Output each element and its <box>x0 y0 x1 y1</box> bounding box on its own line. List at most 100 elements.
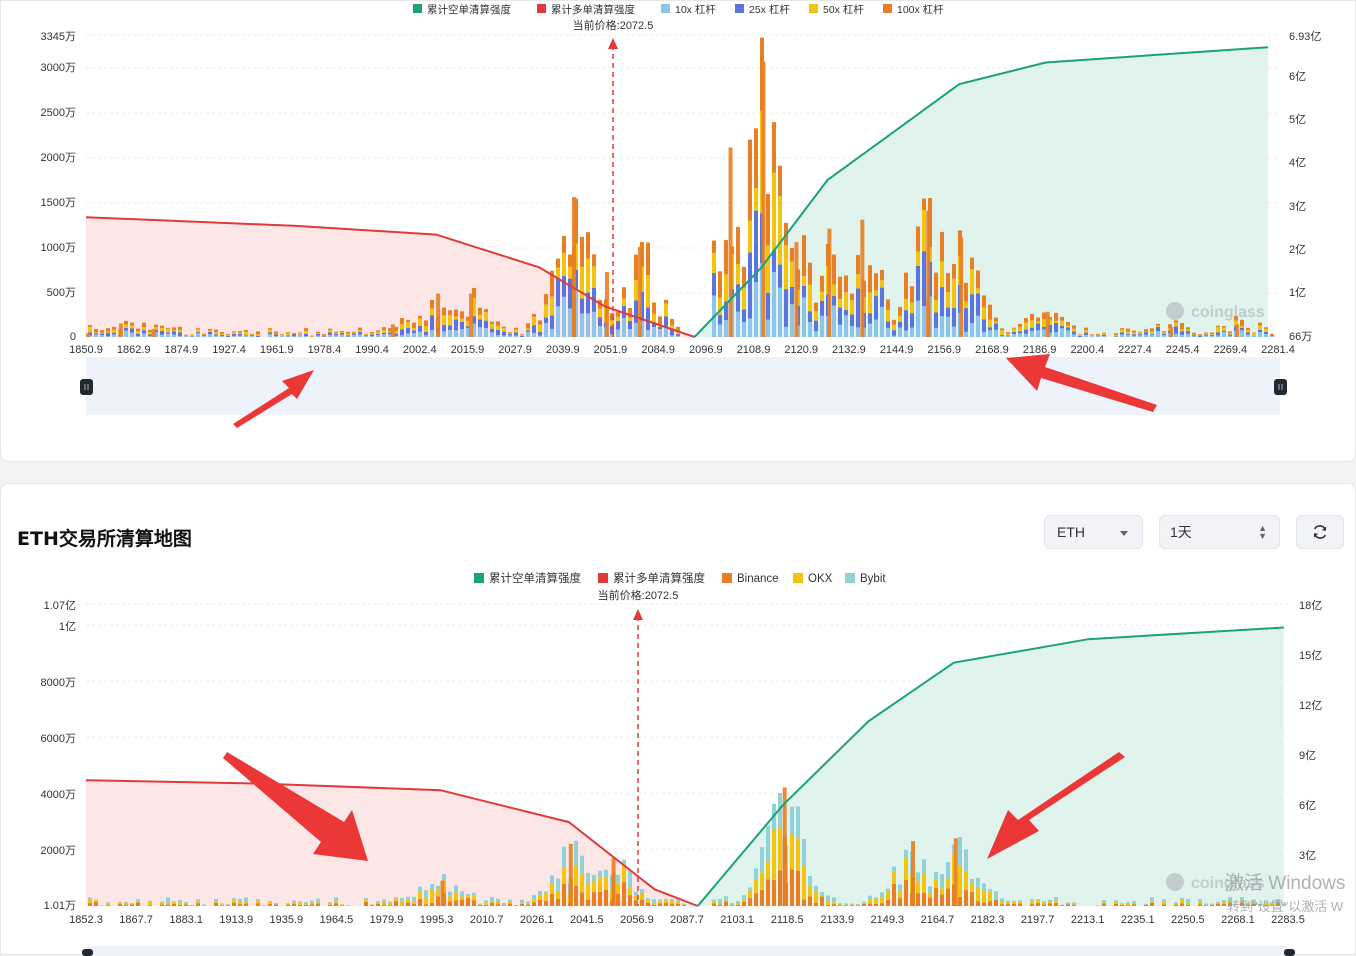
liquidation-bar <box>1144 334 1148 337</box>
liquidation-peak-bar <box>572 197 577 337</box>
liquidation-bar <box>742 899 746 902</box>
liquidation-bar <box>976 877 980 887</box>
liquidation-bar <box>124 330 128 337</box>
bottom-long-liquidation-area <box>86 780 698 906</box>
liquidation-bar <box>664 303 668 317</box>
liquidation-bar <box>214 332 218 335</box>
liquidation-bar <box>946 307 950 317</box>
bottom-legend-short[interactable]: 累计空单清算强度 <box>489 571 581 585</box>
liquidation-bar <box>604 890 608 906</box>
liquidation-bar <box>352 333 356 335</box>
liquidation-bar <box>574 865 578 886</box>
liquidation-bar <box>946 888 950 906</box>
liquidation-bar <box>196 329 200 333</box>
refresh-button[interactable] <box>1296 515 1344 549</box>
top-legend-10x[interactable]: 10x 杠杆 <box>675 3 716 16</box>
liquidation-bar <box>1048 332 1052 337</box>
liquidation-bar <box>388 902 392 906</box>
liquidation-bar <box>1000 330 1004 335</box>
liquidation-bar <box>856 255 860 275</box>
coin-select[interactable]: ETH <box>1044 515 1143 549</box>
liquidation-bar <box>898 884 902 891</box>
liquidation-bar <box>1144 904 1148 906</box>
top-legend-long[interactable]: 累计多单清算强度 <box>551 3 635 16</box>
liquidation-bar <box>1258 329 1262 332</box>
liquidation-bar <box>904 856 908 880</box>
liquidation-peak-bar <box>86 333 90 337</box>
bottom-range-slider-left-handle[interactable] <box>82 949 93 956</box>
liquidation-bar <box>1018 333 1022 337</box>
liquidation-bar <box>1042 319 1046 327</box>
liquidation-bar <box>1090 334 1094 337</box>
liquidation-bar <box>1228 331 1232 334</box>
liquidation-bar <box>622 881 626 906</box>
liquidation-bar <box>766 319 770 337</box>
liquidation-bar <box>268 329 272 333</box>
bottom-range-slider-right-handle[interactable] <box>1284 949 1295 956</box>
liquidation-bar <box>550 893 554 906</box>
top-legend-50x[interactable]: 50x 杠杆 <box>823 3 864 16</box>
x-tick-label: 2133.9 <box>820 914 854 926</box>
liquidation-bar <box>550 315 554 329</box>
x-tick-label: 1852.3 <box>69 914 103 926</box>
liquidation-bar <box>1222 330 1226 333</box>
liquidation-bar <box>484 309 488 313</box>
liquidation-bar <box>1000 335 1004 337</box>
bottom-legend-bybit[interactable]: Bybit <box>860 573 886 585</box>
liquidation-bar <box>1066 330 1070 337</box>
liquidation-bar <box>664 299 668 304</box>
top-short-liquidation-line <box>693 46 1269 338</box>
top-range-slider-right-handle[interactable] <box>1274 379 1287 395</box>
liquidation-bar <box>442 307 446 316</box>
liquidation-bar <box>268 903 272 906</box>
liquidation-bar <box>1132 903 1136 905</box>
liquidation-bar <box>136 328 140 332</box>
liquidation-bar <box>1054 903 1058 906</box>
liquidation-bar <box>850 904 854 906</box>
liquidation-bar <box>1048 319 1052 325</box>
liquidation-bar <box>502 905 506 906</box>
liquidation-bar <box>298 333 302 335</box>
time-range-select[interactable]: 1天 ▲ ▼ <box>1159 515 1280 549</box>
liquidation-bar <box>532 332 536 337</box>
liquidation-bar <box>760 889 764 906</box>
top-range-slider-left-handle[interactable] <box>80 379 93 395</box>
liquidation-bar <box>274 334 278 337</box>
liquidation-bar <box>1216 327 1220 333</box>
liquidation-bar <box>316 335 320 337</box>
liquidation-bar <box>1150 333 1154 335</box>
liquidation-bar <box>1222 332 1226 337</box>
annotation-arrow-icon <box>1006 354 1157 412</box>
top-legend-short[interactable]: 累计空单清算强度 <box>427 3 511 16</box>
x-tick-label: 1979.9 <box>370 914 404 926</box>
liquidation-bar <box>814 902 818 906</box>
liquidation-bar <box>364 335 368 337</box>
liquidation-bar <box>412 903 416 906</box>
liquidation-bar <box>1240 902 1244 906</box>
top-legend-25x[interactable]: 25x 杠杆 <box>749 3 790 16</box>
liquidation-bar <box>1138 332 1142 335</box>
liquidation-bar <box>172 330 176 332</box>
liquidation-bar <box>520 335 524 337</box>
liquidation-bar <box>1258 325 1262 330</box>
liquidation-bar <box>796 806 800 839</box>
x-tick-label: 2026.1 <box>520 914 554 926</box>
x-tick-label: 2010.7 <box>470 914 504 926</box>
liquidation-bar <box>1030 330 1034 337</box>
liquidation-bar <box>1054 312 1058 321</box>
liquidation-bar <box>1102 334 1106 337</box>
bottom-legend-long[interactable]: 累计多单清算强度 <box>613 571 705 585</box>
liquidation-bar <box>256 334 260 336</box>
bottom-range-slider-track[interactable] <box>86 946 1286 956</box>
liquidation-bar <box>550 296 554 316</box>
liquidation-bar <box>1246 904 1250 905</box>
liquidation-bar <box>646 899 650 903</box>
liquidation-bar <box>1042 902 1046 905</box>
liquidation-bar <box>538 324 542 332</box>
top-legend-100x[interactable]: 100x 杠杆 <box>897 3 944 16</box>
bottom-legend-binance[interactable]: Binance <box>737 573 779 585</box>
liquidation-bar <box>1222 901 1226 904</box>
liquidation-bar <box>826 895 830 901</box>
liquidation-bar <box>814 331 818 337</box>
bottom-legend-okx[interactable]: OKX <box>808 573 833 585</box>
